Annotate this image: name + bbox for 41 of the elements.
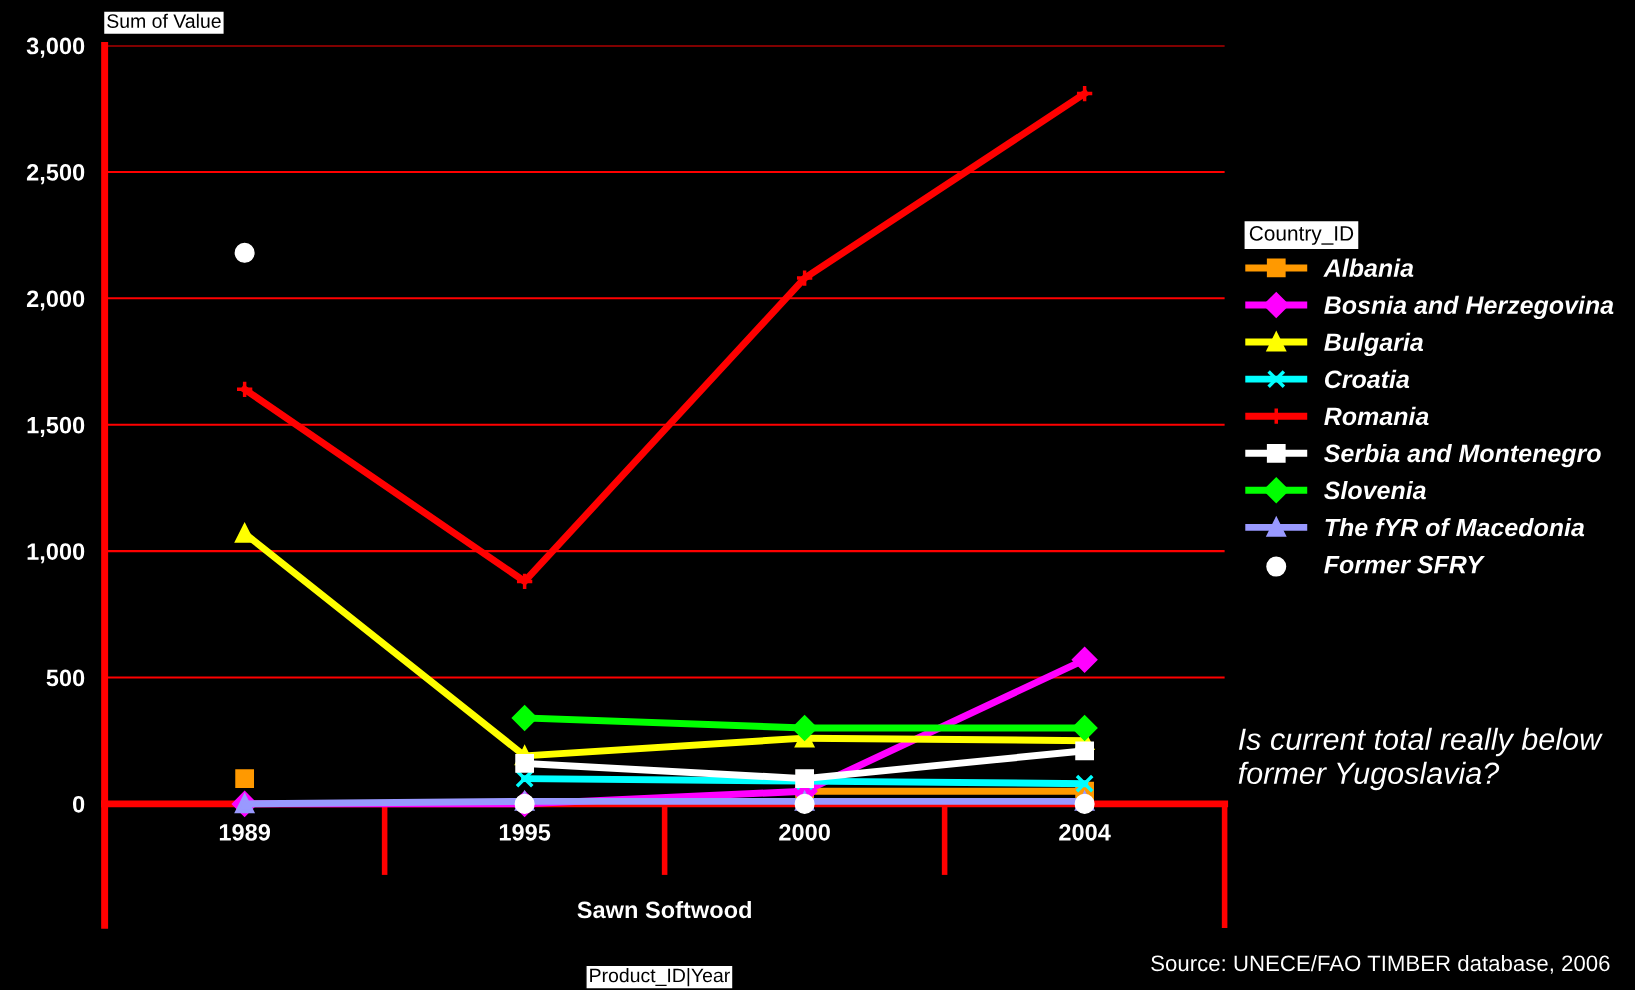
legend-label: Slovenia (1324, 480, 1426, 500)
point (1075, 741, 1094, 761)
legend-label: Bosnia and Herzegovina (1324, 295, 1614, 319)
legend-label: Albania (1323, 258, 1414, 277)
point (792, 715, 818, 741)
legend-label: Serbia and Montenegro (1324, 443, 1601, 468)
x-axis-title: Sawn Softwood (577, 900, 751, 919)
y-tick-label: 2,000 (26, 290, 85, 311)
point (1074, 793, 1095, 814)
y-tick-label: 500 (46, 669, 85, 687)
source-note: Source: UNECE/FAO TIMBER database, 2006 (1151, 954, 1610, 974)
legend-label: Former SFRY (1324, 555, 1485, 574)
y-axis-title: Sum of Value (107, 13, 221, 28)
point (235, 769, 255, 788)
point (794, 793, 815, 814)
y-tick-label: 2,500 (26, 164, 85, 185)
point (515, 754, 535, 773)
point (515, 572, 535, 591)
point (235, 379, 255, 399)
point (1072, 647, 1098, 673)
legend-label: Croatia (1324, 369, 1410, 389)
point (1072, 715, 1098, 741)
x-tick-label: 2004 (1059, 823, 1111, 841)
x-tick-label: 1995 (499, 823, 551, 841)
y-tick-label: 1,000 (27, 543, 85, 564)
legend-label: The fYR of Macedonia (1325, 518, 1585, 537)
text: Is current total really below former Yugoslavia? (1238, 727, 1603, 791)
legend-title: Country_ID (1249, 226, 1354, 245)
point (795, 268, 814, 288)
point (1075, 84, 1094, 103)
x-tick-label: 2000 (779, 823, 830, 841)
x-tick-label: 1989 (219, 823, 271, 841)
y-tick-label: 3,000 (26, 37, 85, 58)
point (1075, 774, 1094, 794)
legend-label: Romania (1324, 406, 1429, 426)
point (512, 705, 538, 731)
y-tick-label: 0 (73, 795, 85, 813)
point (234, 242, 255, 263)
legend-label: Bulgaria (1324, 332, 1424, 357)
y-tick-label: 1,500 (27, 416, 85, 437)
text: Product_ID|Year (590, 968, 730, 987)
